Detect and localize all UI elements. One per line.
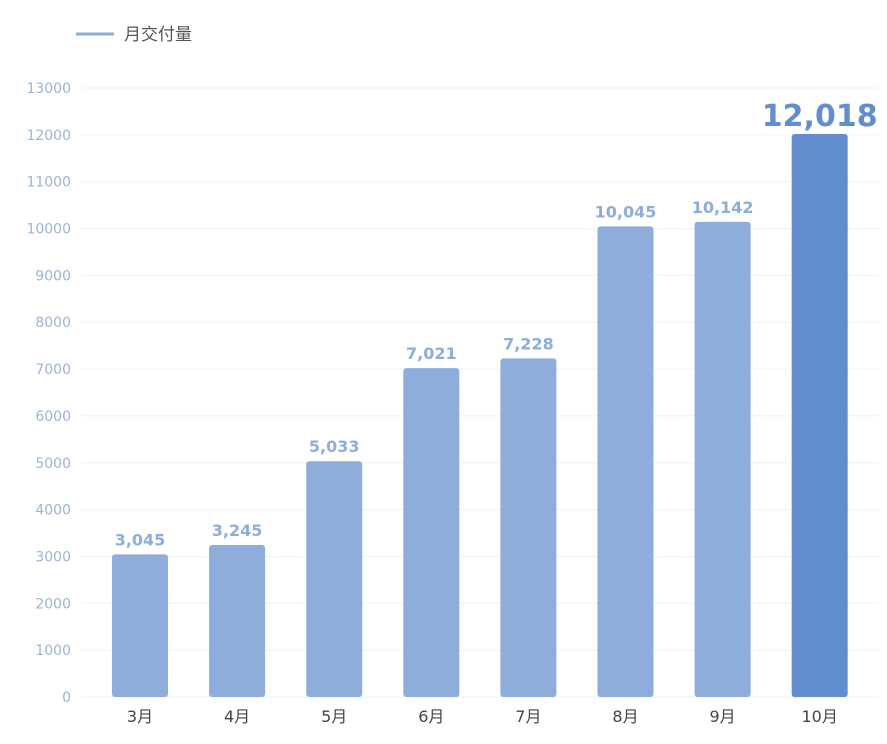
bar-4月: [209, 544, 266, 697]
bar-10月: [791, 134, 848, 697]
data-label: 10,142: [692, 198, 754, 217]
x-tick-label: 6月: [418, 707, 444, 726]
x-tick-label: 5月: [321, 707, 347, 726]
legend: 月交付量: [76, 25, 192, 45]
bars: [112, 134, 848, 698]
y-tick-label: 3000: [35, 549, 71, 565]
y-tick-label: 7000: [35, 362, 71, 378]
data-labels: 3,045 3,245 5,033 7,021 7,228 10,045 10,142 12,…: [115, 99, 878, 549]
y-tick-label: 6000: [35, 409, 71, 425]
y-tick-label: 10000: [26, 222, 71, 238]
bar-3月: [112, 554, 168, 697]
data-label: 12,018: [762, 99, 878, 134]
y-tick-label: 11000: [26, 175, 71, 191]
y-tick-label: 1000: [35, 643, 71, 659]
data-label: 5,033: [309, 437, 360, 456]
gridlines: [82, 87, 878, 698]
x-tick-label: 8月: [612, 707, 638, 726]
bar-5月: [306, 461, 363, 697]
data-label: 7,228: [503, 334, 554, 353]
bar-8月: [597, 226, 654, 697]
bar-7月: [500, 358, 557, 697]
y-tick-label: 0: [62, 690, 71, 706]
x-tick-label: 9月: [710, 707, 736, 726]
x-tick-label: 4月: [224, 707, 250, 726]
y-tick-label: 9000: [35, 268, 71, 284]
x-axis: 3月 4月 5月 6月 7月 8月 9月 10月: [127, 707, 838, 726]
data-label: 3,045: [115, 530, 166, 549]
x-tick-label: 7月: [515, 707, 541, 726]
y-tick-label: 13000: [26, 81, 71, 97]
data-label: 10,045: [595, 202, 657, 221]
data-label: 7,021: [406, 344, 457, 363]
bar-6月: [403, 368, 460, 697]
legend-label: 月交付量: [124, 25, 192, 45]
y-axis: 0 1000 2000 3000 4000 5000 6000 7000 8000 9000 100…: [26, 81, 71, 706]
y-tick-label: 4000: [35, 503, 71, 519]
bar-9月: [694, 221, 751, 698]
x-tick-label: 10月: [802, 707, 838, 726]
y-tick-label: 12000: [26, 128, 71, 144]
y-tick-label: 8000: [35, 315, 71, 331]
x-tick-label: 3月: [127, 707, 153, 726]
y-tick-label: 5000: [35, 456, 71, 472]
data-label: 3,245: [212, 521, 263, 540]
y-tick-label: 2000: [35, 596, 71, 612]
